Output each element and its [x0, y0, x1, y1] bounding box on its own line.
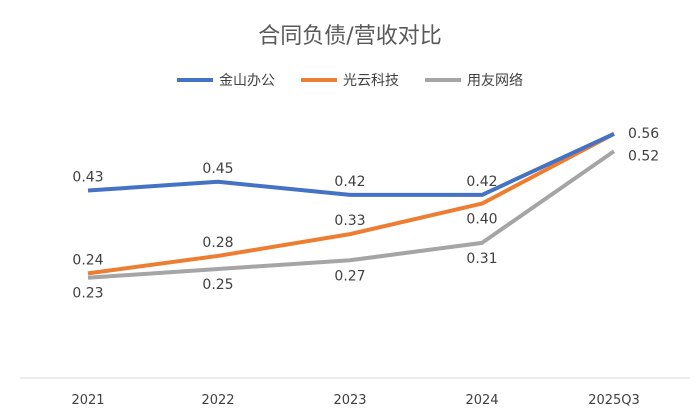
x-tick-label: 2022	[201, 393, 234, 408]
legend-label: 金山办公	[219, 73, 275, 89]
data-label: 0.31	[466, 251, 497, 267]
legend-item: 金山办公	[177, 70, 275, 90]
data-label: 0.24	[72, 252, 103, 268]
chart-title: 合同负债/营收对比	[258, 24, 442, 49]
x-tick-label: 2021	[71, 393, 104, 408]
data-label: 0.23	[72, 286, 103, 302]
data-label: 0.33	[334, 213, 365, 229]
data-label: 0.27	[334, 268, 365, 284]
legend-swatch	[301, 78, 337, 82]
data-label: 0.28	[202, 235, 233, 251]
data-label: 0.42	[466, 174, 497, 190]
legend-item: 用友网络	[425, 70, 523, 90]
legend: 金山办公 光云科技 用友网络	[0, 70, 700, 90]
x-tick-label: 2024	[465, 393, 498, 408]
x-tick-label: 2023	[333, 393, 366, 408]
data-label: 0.52	[628, 148, 659, 164]
data-label: 0.25	[202, 277, 233, 293]
legend-label: 用友网络	[467, 73, 523, 89]
legend-swatch	[177, 78, 213, 82]
series-line	[87, 149, 616, 280]
series-line	[87, 132, 615, 276]
data-label: 0.40	[466, 212, 497, 228]
series-line	[87, 132, 615, 197]
data-label: 0.45	[202, 161, 233, 177]
x-tick-label: 2025Q3	[588, 393, 640, 408]
data-label: 0.56	[628, 126, 659, 142]
data-label: 0.43	[72, 170, 103, 186]
data-label: 0.42	[334, 174, 365, 190]
legend-swatch	[425, 78, 461, 82]
legend-label: 光云科技	[343, 73, 399, 89]
legend-item: 光云科技	[301, 70, 399, 90]
